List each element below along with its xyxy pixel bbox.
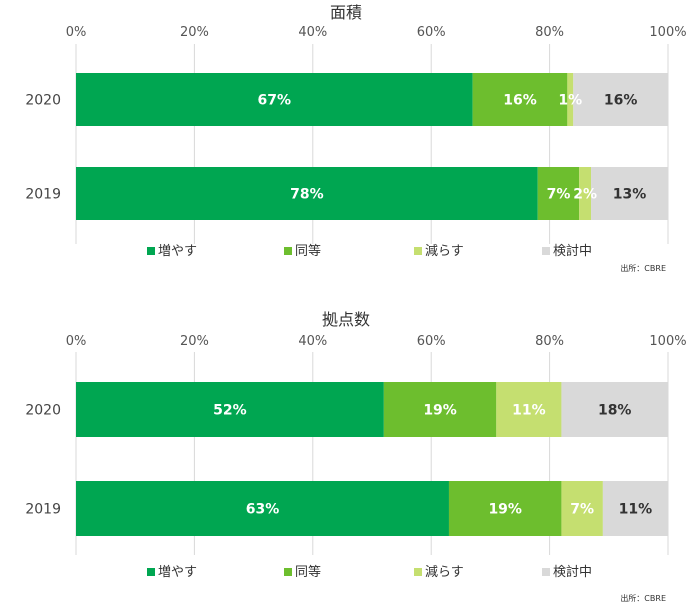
- legend-swatch: [147, 247, 155, 255]
- legend-swatch: [542, 568, 550, 576]
- x-tick-label: 80%: [535, 334, 564, 349]
- data-label: 7%: [547, 187, 571, 203]
- data-label: 11%: [512, 403, 546, 419]
- data-label: 18%: [598, 403, 632, 419]
- chart-title: 拠点数: [322, 310, 370, 329]
- data-label: 19%: [488, 502, 522, 518]
- x-tick-label: 0%: [66, 25, 87, 40]
- bar-segment: [537, 167, 580, 220]
- legend-label: 増やす: [158, 244, 197, 259]
- data-label: 1%: [558, 93, 582, 109]
- x-tick-label: 60%: [417, 25, 446, 40]
- x-tick-label: 20%: [180, 25, 209, 40]
- legend-label: 増やす: [158, 565, 197, 580]
- legend-swatch: [542, 247, 550, 255]
- category-label: 2020: [25, 403, 61, 419]
- chart-title: 面積: [330, 3, 362, 22]
- bar-segment: [76, 481, 449, 536]
- legend-swatch: [284, 568, 292, 576]
- source-note: 出所：CBRE: [620, 593, 666, 603]
- chart-1: 面積 0% 20% 40% 60% 80% 100% 2020 67% 16% 1% 16% 2019 7…: [25, 3, 686, 273]
- legend-label: 検討中: [553, 243, 592, 259]
- bar-segment: [383, 382, 497, 437]
- legend-swatch: [414, 568, 422, 576]
- x-tick-label: 40%: [298, 334, 327, 349]
- x-tick-label: 80%: [535, 25, 564, 40]
- bar-segment: [602, 481, 668, 536]
- x-tick-label: 60%: [417, 334, 446, 349]
- bar-segment: [591, 167, 668, 220]
- bar-segment: [76, 73, 473, 126]
- bar-segment: [567, 73, 574, 126]
- category-label: 2020: [25, 93, 61, 109]
- x-tick-label: 100%: [649, 25, 686, 40]
- bar-segment: [573, 73, 668, 126]
- bar-segment: [561, 481, 603, 536]
- category-label: 2019: [25, 502, 61, 518]
- x-tick-label: 40%: [298, 25, 327, 40]
- data-label: 78%: [290, 187, 324, 203]
- bar-segment: [579, 167, 592, 220]
- data-label: 52%: [213, 403, 247, 419]
- data-label: 11%: [619, 502, 653, 518]
- bar-segment: [76, 382, 384, 437]
- data-label: 7%: [570, 502, 594, 518]
- chart-2: 拠点数 0% 20% 40% 60% 80% 100% 2020 52% 19% 11% 18% 201…: [25, 310, 686, 603]
- bar-segment: [448, 481, 562, 536]
- data-label: 16%: [503, 93, 537, 109]
- category-label: 2019: [25, 187, 61, 203]
- bar-segment: [472, 73, 568, 126]
- source-note: 出所：CBRE: [620, 263, 666, 273]
- bar-segment: [76, 167, 538, 220]
- x-tick-label: 100%: [649, 334, 686, 349]
- bar-segment: [496, 382, 562, 437]
- data-label: 2%: [573, 187, 597, 203]
- legend-label: 同等: [295, 243, 321, 259]
- legend-swatch: [414, 247, 422, 255]
- data-label: 67%: [258, 93, 292, 109]
- data-label: 63%: [246, 502, 280, 518]
- legend-swatch: [284, 247, 292, 255]
- x-tick-label: 0%: [66, 334, 87, 349]
- data-label: 13%: [613, 187, 647, 203]
- legend-label: 検討中: [553, 564, 592, 580]
- bar-segment: [561, 382, 668, 437]
- legend-label: 同等: [295, 564, 321, 580]
- legend-label: 減らす: [425, 564, 464, 580]
- data-label: 19%: [423, 403, 457, 419]
- x-tick-label: 20%: [180, 334, 209, 349]
- legend-swatch: [147, 568, 155, 576]
- legend-label: 減らす: [425, 243, 464, 259]
- data-label: 16%: [604, 93, 638, 109]
